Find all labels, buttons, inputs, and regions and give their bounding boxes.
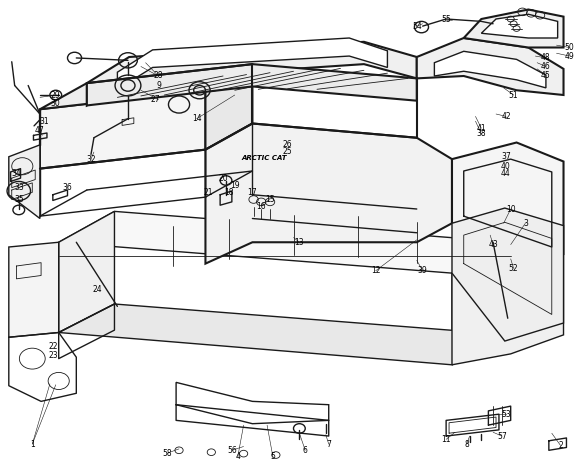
- Polygon shape: [87, 42, 417, 105]
- Text: 44: 44: [501, 169, 511, 178]
- Text: 47: 47: [35, 126, 45, 135]
- Text: 55: 55: [441, 16, 451, 24]
- Text: 11: 11: [441, 435, 451, 444]
- Polygon shape: [59, 304, 511, 365]
- Text: 2: 2: [558, 441, 563, 450]
- Text: 4: 4: [235, 453, 240, 461]
- Text: 53: 53: [501, 410, 511, 418]
- Text: 1: 1: [30, 440, 35, 448]
- Text: 19: 19: [230, 181, 239, 190]
- Text: ARCTIC CAT: ARCTIC CAT: [241, 155, 287, 161]
- Text: 23: 23: [48, 351, 58, 360]
- Text: 48: 48: [541, 54, 551, 62]
- Text: 8: 8: [464, 440, 469, 448]
- Text: 26: 26: [283, 141, 292, 149]
- Polygon shape: [205, 64, 252, 150]
- Text: 13: 13: [295, 238, 304, 247]
- Polygon shape: [40, 90, 205, 169]
- Polygon shape: [452, 242, 511, 365]
- Polygon shape: [176, 382, 329, 424]
- Text: 22: 22: [48, 342, 58, 351]
- Text: 30: 30: [51, 99, 60, 107]
- Text: 3: 3: [523, 219, 528, 228]
- Polygon shape: [9, 145, 40, 218]
- Text: 15: 15: [265, 195, 275, 204]
- Text: 37: 37: [501, 152, 511, 161]
- Text: 10: 10: [506, 205, 515, 213]
- Text: 29: 29: [51, 91, 60, 99]
- Polygon shape: [452, 242, 564, 365]
- Text: 7: 7: [326, 440, 331, 448]
- Text: 16: 16: [257, 202, 266, 211]
- Polygon shape: [9, 242, 59, 337]
- Text: 32: 32: [86, 155, 96, 163]
- Text: 42: 42: [501, 112, 511, 121]
- Polygon shape: [434, 51, 546, 88]
- Polygon shape: [40, 64, 252, 109]
- Polygon shape: [452, 142, 564, 254]
- Polygon shape: [205, 124, 452, 264]
- Text: 50: 50: [565, 43, 574, 52]
- Text: 12: 12: [371, 266, 380, 275]
- Text: 6: 6: [303, 446, 308, 455]
- Text: 54: 54: [412, 22, 421, 30]
- Polygon shape: [481, 14, 558, 38]
- Text: 35: 35: [14, 195, 23, 204]
- Polygon shape: [417, 38, 564, 95]
- Text: 17: 17: [248, 188, 257, 197]
- Text: 51: 51: [509, 91, 518, 99]
- Text: 20: 20: [218, 174, 228, 182]
- Text: 34: 34: [11, 169, 21, 178]
- Text: 40: 40: [501, 162, 511, 171]
- Text: 49: 49: [565, 52, 574, 60]
- Text: 33: 33: [14, 183, 23, 192]
- Text: 24: 24: [92, 285, 102, 294]
- Text: 36: 36: [63, 183, 72, 192]
- Polygon shape: [452, 208, 564, 341]
- Text: 45: 45: [541, 71, 551, 79]
- Text: 52: 52: [509, 264, 518, 273]
- Text: 57: 57: [497, 432, 507, 440]
- Text: 28: 28: [154, 72, 163, 80]
- Polygon shape: [117, 38, 387, 89]
- Text: 38: 38: [477, 130, 486, 138]
- Text: 58: 58: [163, 449, 172, 457]
- Polygon shape: [87, 64, 417, 105]
- Text: 43: 43: [488, 240, 498, 249]
- Text: 39: 39: [418, 266, 427, 275]
- Polygon shape: [59, 211, 114, 332]
- Polygon shape: [464, 10, 564, 48]
- Text: 5: 5: [271, 453, 275, 461]
- Text: 31: 31: [39, 117, 49, 125]
- Text: 41: 41: [477, 124, 486, 133]
- Text: 27: 27: [151, 95, 160, 104]
- Text: 18: 18: [224, 188, 234, 197]
- Polygon shape: [59, 211, 511, 273]
- Text: 25: 25: [283, 148, 292, 156]
- Text: 9: 9: [156, 81, 161, 90]
- Text: 56: 56: [227, 446, 237, 455]
- Text: 21: 21: [204, 188, 213, 197]
- Text: 14: 14: [192, 114, 201, 123]
- Text: 46: 46: [541, 62, 551, 71]
